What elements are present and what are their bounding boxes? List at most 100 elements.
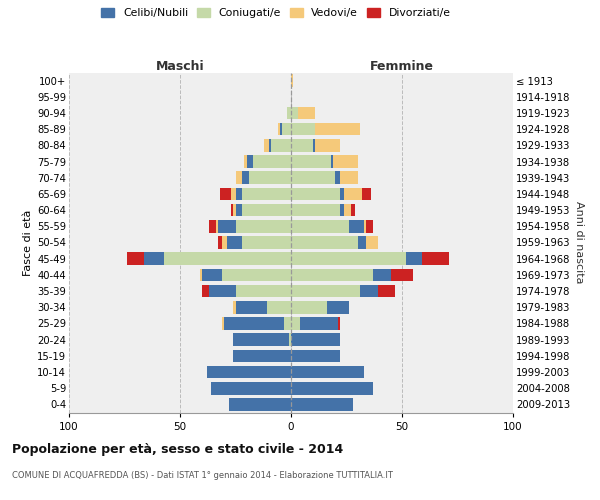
Bar: [209, 220, 215, 232]
Bar: [127, 252, 145, 265]
Bar: [242, 188, 291, 200]
Bar: [265, 139, 269, 151]
Bar: [218, 220, 235, 232]
Bar: [358, 236, 367, 249]
Bar: [242, 204, 291, 216]
Bar: [280, 123, 282, 136]
Text: Popolazione per età, sesso e stato civile - 2014: Popolazione per età, sesso e stato civil…: [12, 442, 343, 456]
Bar: [218, 236, 222, 249]
Bar: [291, 301, 326, 314]
Bar: [282, 123, 291, 136]
Bar: [344, 188, 362, 200]
Bar: [145, 252, 164, 265]
Bar: [340, 188, 344, 200]
Bar: [278, 123, 280, 136]
Bar: [326, 301, 349, 314]
Y-axis label: Anni di nascita: Anni di nascita: [574, 201, 584, 283]
Bar: [291, 317, 300, 330]
Bar: [291, 350, 340, 362]
Bar: [215, 220, 218, 232]
Bar: [291, 139, 313, 151]
Bar: [291, 334, 340, 346]
Bar: [242, 172, 249, 184]
Bar: [266, 301, 291, 314]
Bar: [291, 268, 373, 281]
Bar: [220, 188, 231, 200]
Bar: [291, 220, 349, 232]
Bar: [289, 334, 291, 346]
Bar: [235, 301, 266, 314]
Bar: [222, 236, 227, 249]
Bar: [313, 139, 316, 151]
Bar: [291, 236, 358, 249]
Bar: [164, 252, 291, 265]
Bar: [406, 252, 422, 265]
Bar: [316, 139, 340, 151]
Bar: [233, 350, 291, 362]
Text: Femmine: Femmine: [370, 60, 434, 72]
Bar: [422, 252, 449, 265]
Bar: [338, 317, 340, 330]
Bar: [335, 172, 340, 184]
Bar: [235, 204, 242, 216]
Bar: [373, 268, 391, 281]
Bar: [222, 268, 291, 281]
Bar: [291, 252, 406, 265]
Bar: [340, 204, 344, 216]
Bar: [253, 155, 291, 168]
Bar: [291, 204, 340, 216]
Text: Maschi: Maschi: [155, 60, 205, 72]
Bar: [362, 188, 371, 200]
Bar: [291, 155, 331, 168]
Bar: [242, 236, 291, 249]
Bar: [291, 188, 340, 200]
Bar: [233, 204, 235, 216]
Bar: [211, 382, 291, 394]
Bar: [291, 74, 293, 87]
Bar: [233, 301, 235, 314]
Bar: [367, 220, 373, 232]
Bar: [291, 366, 364, 378]
Bar: [316, 123, 360, 136]
Bar: [202, 268, 222, 281]
Bar: [300, 317, 338, 330]
Legend: Celibi/Nubili, Coniugati/e, Vedovi/e, Divorziati/e: Celibi/Nubili, Coniugati/e, Vedovi/e, Di…: [100, 6, 452, 20]
Bar: [349, 220, 364, 232]
Bar: [391, 268, 413, 281]
Bar: [291, 382, 373, 394]
Bar: [235, 285, 291, 298]
Bar: [269, 139, 271, 151]
Bar: [202, 285, 209, 298]
Bar: [244, 155, 247, 168]
Bar: [298, 106, 316, 120]
Bar: [227, 236, 242, 249]
Bar: [209, 285, 235, 298]
Bar: [235, 220, 291, 232]
Bar: [291, 106, 298, 120]
Bar: [206, 366, 291, 378]
Bar: [291, 285, 360, 298]
Bar: [291, 172, 335, 184]
Bar: [271, 139, 291, 151]
Bar: [233, 334, 289, 346]
Bar: [235, 172, 242, 184]
Bar: [231, 188, 235, 200]
Bar: [340, 172, 358, 184]
Bar: [287, 106, 291, 120]
Bar: [331, 155, 333, 168]
Bar: [291, 123, 316, 136]
Bar: [333, 155, 358, 168]
Bar: [222, 317, 224, 330]
Bar: [291, 398, 353, 410]
Bar: [284, 317, 291, 330]
Bar: [377, 285, 395, 298]
Bar: [200, 268, 202, 281]
Y-axis label: Fasce di età: Fasce di età: [23, 210, 33, 276]
Bar: [247, 155, 253, 168]
Bar: [367, 236, 377, 249]
Bar: [351, 204, 355, 216]
Bar: [231, 204, 233, 216]
Bar: [364, 220, 367, 232]
Bar: [344, 204, 351, 216]
Bar: [360, 285, 377, 298]
